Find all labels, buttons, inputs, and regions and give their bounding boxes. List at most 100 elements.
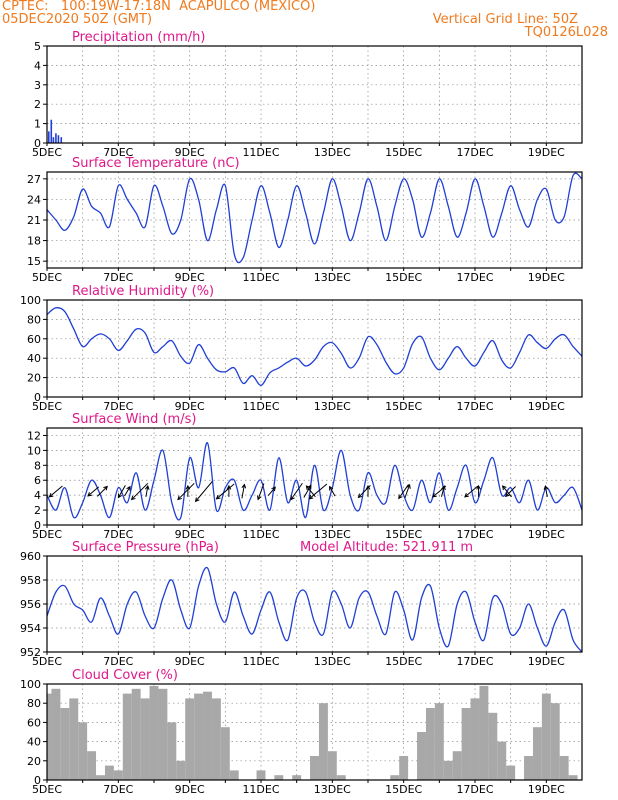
data-point [358,509,360,511]
header-datetime: 05DEC2020 50Z (GMT) [2,12,153,27]
cloud-bar [256,770,266,780]
model-altitude-annotation: Model Altitude: 521.911 m [300,540,473,555]
data-point [109,517,111,519]
wind-arrow [195,481,213,502]
x-tick-label: 17DEC [456,146,493,159]
cloud-bar [149,685,159,780]
panel-5: 952 954 956 958 960 5DEC 7DEC 9DEC 11DEC 13DEC 15D… [20,540,583,668]
data-point [287,361,289,363]
data-point [100,333,102,335]
data-point [421,597,423,599]
data-point [349,494,351,496]
plot-frame [46,299,583,398]
data-point [242,509,244,511]
data-point [305,365,307,367]
data-point [198,585,200,587]
data-point [323,633,325,635]
data-point [367,336,369,338]
data-point [126,502,128,504]
wind-arrowhead [87,492,93,497]
x-tick-label: 15DEC [385,146,422,159]
y-tick-label: 956 [20,598,41,611]
data-point [376,344,378,346]
cloud-bar [541,693,551,780]
data-point [430,502,432,504]
cloud-bar [425,708,435,780]
cloud-bar [113,770,123,780]
wind-arrow [308,483,328,500]
cloud-bar [390,775,400,780]
data-point [91,338,93,340]
data-point [287,219,289,221]
data-point [144,226,146,228]
x-tick-label: 19DEC [528,528,565,541]
data-point [376,615,378,617]
data-point [296,185,298,187]
data-point [233,367,235,369]
data-point [198,344,200,346]
data-point [394,205,396,207]
x-tick-label: 5DEC [32,655,62,668]
panel-6: 0 20 40 60 80 100 5DEC 7DEC 9DEC 11DEC 13DEC 15DEC 1… [20,668,583,796]
data-point [260,609,262,611]
data-point [198,199,200,201]
wind-arrow [117,485,126,498]
data-point [358,212,360,214]
wind-arrowhead [432,492,437,498]
x-tick-label: 11DEC [242,271,279,284]
data-point [278,247,280,249]
wind-arrow [267,486,276,496]
data-point [510,487,512,489]
cloud-bar [69,698,79,780]
data-point [394,373,396,375]
y-tick-label: 24 [27,193,41,206]
data-point [439,178,441,180]
cloud-bar [399,756,409,780]
wind-arrowhead [177,495,182,501]
cloud-bar [229,770,239,780]
y-tick-label: 10 [27,444,41,457]
wind-arrow [290,482,303,500]
x-tick-label: 13DEC [314,271,351,284]
wind-arrowhead [398,494,403,500]
y-tick-label: 100 [20,294,41,307]
data-point [563,216,565,218]
data-point [340,450,342,452]
data-point [153,185,155,187]
data-point [465,212,467,214]
data-point [242,257,244,259]
y-tick-label: 21 [27,214,41,227]
data-point [251,633,253,635]
panel-4: 0 2 4 6 8 10 12 5DEC 7DEC 9DEC 11DEC 13DEC 15DEC 17DE… [27,412,583,541]
data-point [55,307,57,309]
data-point [439,369,441,371]
x-tick-label: 9DEC [175,783,205,796]
x-tick-label: 7DEC [103,528,133,541]
wind-arrowhead [103,485,108,491]
x-tick-label: 7DEC [103,146,133,159]
data-point [278,621,280,623]
data-point [323,212,325,214]
data-point [55,219,57,221]
data-point [251,494,253,496]
x-tick-label: 17DEC [456,783,493,796]
x-tick-label: 9DEC [175,655,205,668]
data-point [269,212,271,214]
data-point [216,509,218,511]
wind-arrowhead [185,484,191,490]
wind-arrowhead [464,492,469,498]
cloud-bar [470,698,480,780]
data-point [207,240,209,242]
y-tick-label: 0 [34,519,41,532]
data-point [510,633,512,635]
data-point [64,229,66,231]
data-point [242,383,244,385]
data-point [82,346,84,348]
data-point [305,591,307,593]
data-point [430,212,432,214]
cloud-bar [176,760,186,780]
data-point [456,346,458,348]
wind-arrowhead [365,484,371,490]
wind-arrow [49,485,63,498]
data-point [465,357,467,359]
